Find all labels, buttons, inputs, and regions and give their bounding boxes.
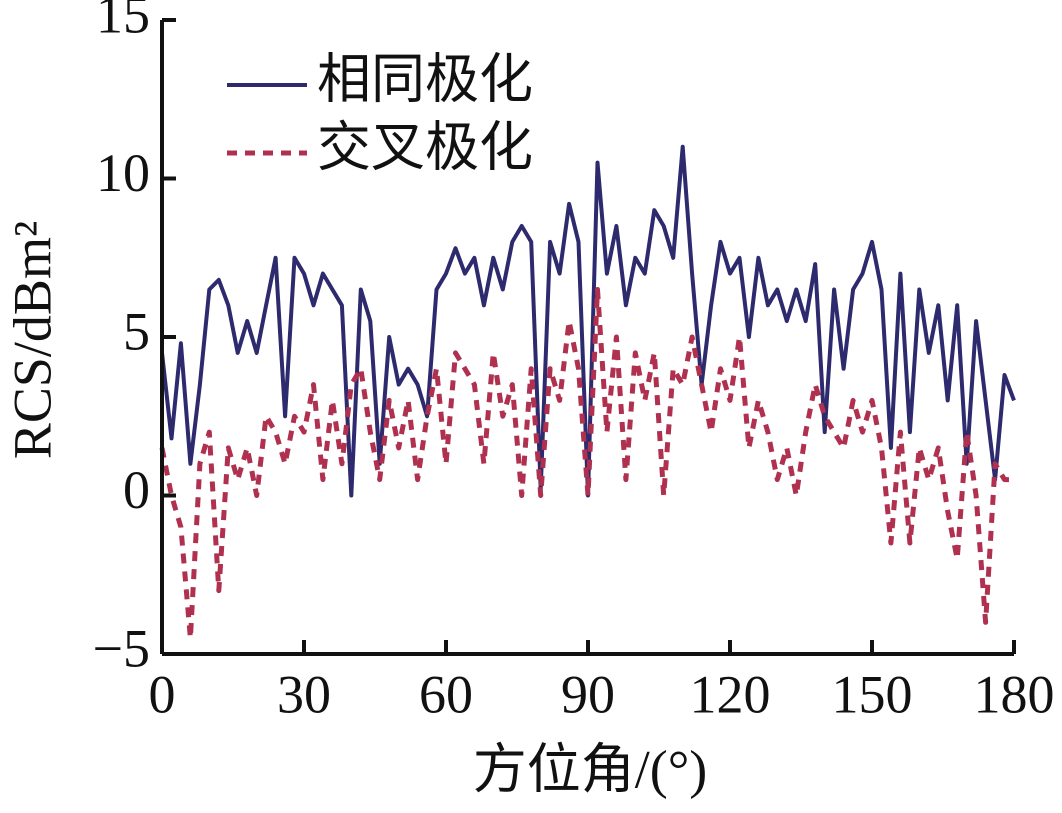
x-tick-label: 120 <box>690 664 771 724</box>
legend-label: 交叉极化 <box>317 117 533 177</box>
x-axis-label: 方位角/(°) <box>473 739 708 799</box>
x-tick-label: 180 <box>974 664 1055 724</box>
x-tick-label: 90 <box>561 664 615 724</box>
legend-label: 相同极化 <box>317 49 533 109</box>
x-tick-label: 0 <box>149 664 176 724</box>
y-tick-label: 10 <box>96 143 150 203</box>
x-tick-label: 60 <box>419 664 473 724</box>
series-line <box>159 287 1014 641</box>
y-tick-label: 15 <box>96 0 150 44</box>
series-line <box>160 144 1016 498</box>
y-tick-label: 0 <box>123 460 150 520</box>
y-tick-label: −5 <box>93 618 150 678</box>
y-tick-label: 5 <box>123 301 150 361</box>
x-tick-label: 30 <box>277 664 331 724</box>
y-axis-label: RCS/dBm² <box>2 221 62 459</box>
x-tick-label: 150 <box>832 664 913 724</box>
